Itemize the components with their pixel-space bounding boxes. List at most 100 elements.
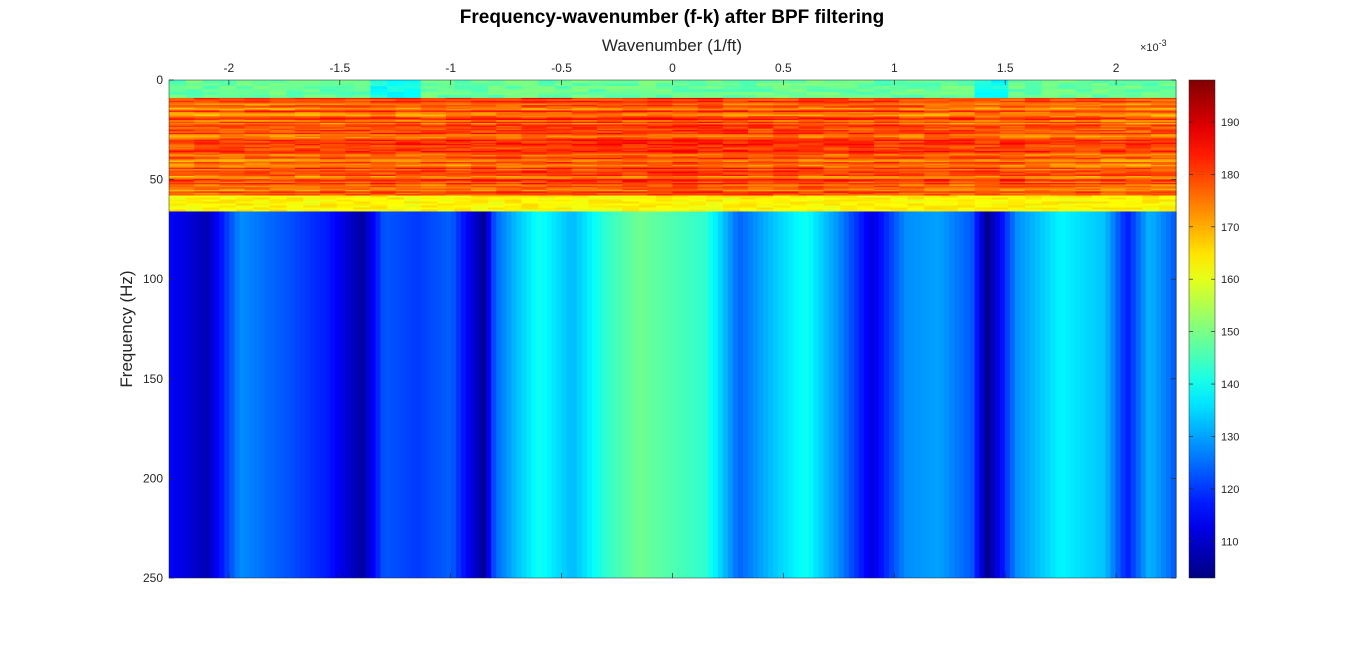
- heatmap-cell: [957, 80, 976, 84]
- heatmap-cell: [873, 211, 880, 578]
- heatmap-cell: [387, 85, 405, 90]
- heatmap-cell: [1100, 167, 1127, 170]
- heatmap-cell: [487, 82, 506, 87]
- heatmap-cell: [1150, 156, 1177, 159]
- heatmap-cell: [899, 128, 925, 131]
- heatmap-cell: [1130, 211, 1137, 578]
- heatmap-cell: [1125, 160, 1152, 163]
- heatmap-cell: [269, 142, 296, 145]
- heatmap-cell: [169, 102, 195, 104]
- heatmap-cell: [234, 211, 241, 578]
- heatmap-cell: [712, 211, 719, 578]
- heatmap-cell: [345, 188, 372, 191]
- heatmap-cell: [445, 123, 472, 125]
- heatmap-cell: [496, 180, 523, 183]
- heatmap-cell: [924, 88, 942, 93]
- heatmap-cell: [924, 159, 951, 162]
- heatmap-cell: [420, 138, 447, 141]
- heatmap-cell: [1092, 197, 1110, 201]
- heatmap-cell: [450, 211, 457, 578]
- heatmap-cell: [496, 134, 523, 137]
- heatmap-cell: [538, 199, 556, 203]
- heatmap-cell: [848, 104, 875, 107]
- heatmap-cell: [596, 104, 623, 107]
- heatmap-cell: [571, 173, 598, 176]
- heatmap-cell: [622, 162, 648, 164]
- heatmap-cell: [370, 174, 397, 177]
- heatmap-cell: [873, 189, 900, 192]
- heatmap-cell: [269, 135, 296, 138]
- heatmap-cell: [873, 209, 892, 212]
- heatmap-cell: [169, 153, 195, 156]
- heatmap-cell: [286, 207, 304, 210]
- heatmap-cell: [739, 94, 758, 99]
- heatmap-cell: [303, 197, 321, 201]
- heatmap-cell: [1150, 181, 1177, 184]
- heatmap-cell: [596, 180, 623, 183]
- heatmap-cell: [924, 124, 951, 127]
- heatmap-cell: [395, 211, 402, 578]
- heatmap-cell: [1100, 159, 1127, 162]
- heatmap-cell: [1004, 211, 1011, 578]
- heatmap-cell: [320, 145, 346, 148]
- heatmap-cell: [823, 132, 850, 135]
- heatmap-cell: [571, 188, 598, 191]
- heatmap-cell: [798, 178, 825, 181]
- heatmap-cell: [697, 188, 724, 191]
- heatmap-cell: [773, 192, 799, 195]
- heatmap-cell: [1150, 124, 1177, 127]
- heatmap-cell: [1108, 82, 1127, 87]
- heatmap-cell: [395, 138, 422, 141]
- heatmap-cell: [496, 135, 523, 138]
- heatmap-cell: [756, 209, 774, 212]
- heatmap-cell: [294, 128, 321, 131]
- heatmap-cell: [873, 185, 900, 188]
- heatmap-cell: [773, 121, 799, 124]
- heatmap-cell: [647, 117, 674, 120]
- heatmap-cell: [420, 111, 447, 114]
- heatmap-cell: [697, 211, 704, 578]
- heatmap-cell: [722, 205, 741, 208]
- heatmap-cell: [294, 102, 321, 104]
- heatmap-cell: [244, 166, 271, 169]
- heatmap-cell: [219, 80, 237, 84]
- heatmap-cell: [818, 211, 825, 578]
- heatmap-cell: [174, 211, 180, 578]
- heatmap-cell: [370, 82, 388, 87]
- heatmap-cell: [496, 170, 523, 173]
- heatmap-cell: [588, 203, 606, 206]
- heatmap-cell: [638, 201, 657, 204]
- heatmap-cell: [370, 189, 397, 192]
- heatmap-cell: [437, 82, 455, 87]
- heatmap-cell: [345, 177, 372, 180]
- heatmap-cell: [899, 152, 925, 155]
- heatmap-cell: [773, 170, 799, 173]
- heatmap-cell: [622, 128, 648, 131]
- heatmap-cell: [521, 152, 548, 155]
- heatmap-cell: [370, 143, 397, 146]
- heatmap-cell: [437, 199, 455, 203]
- heatmap-cell: [873, 162, 900, 164]
- heatmap-cell: [345, 109, 372, 111]
- heatmap-cell: [638, 197, 657, 201]
- heatmap-cell: [1100, 178, 1127, 181]
- heatmap-cell: [471, 124, 497, 127]
- heatmap-cell: [410, 211, 417, 578]
- heatmap-cell: [244, 135, 271, 138]
- heatmap-cell: [622, 185, 648, 188]
- heatmap-cell: [647, 166, 674, 169]
- heatmap-cell: [890, 88, 909, 93]
- heatmap-cell: [1024, 88, 1043, 93]
- heatmap-cell: [823, 116, 850, 118]
- heatmap-cell: [420, 113, 447, 116]
- heatmap-cell: [1024, 205, 1043, 208]
- x-axis-ticks: -2 -1.5 -1 -0.5 0 0.5 1 1.5 2: [224, 61, 1120, 578]
- heatmap-cell: [1125, 157, 1152, 160]
- heatmap-cell: [806, 82, 825, 87]
- heatmap-cell: [304, 211, 311, 578]
- heatmap-cell: [1024, 120, 1051, 123]
- heatmap-cell: [169, 139, 195, 142]
- heatmap-cell: [496, 107, 523, 110]
- heatmap-cell: [657, 211, 664, 578]
